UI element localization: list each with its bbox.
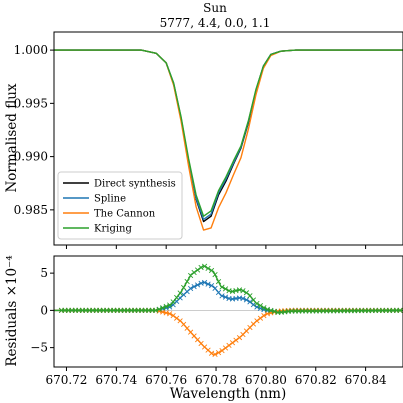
x-tick-label: 670.72	[45, 373, 87, 387]
x-tick-label: 670.78	[195, 373, 237, 387]
residuals-marker-kriging	[170, 299, 176, 305]
legend-label-kriging: Kriging	[94, 224, 132, 235]
residuals-marker-kriging	[184, 278, 190, 285]
residuals-marker-spline	[194, 282, 201, 288]
residuals-marker-spline	[240, 295, 246, 302]
residuals-marker-the-cannon	[226, 342, 232, 349]
x-tick-label: 670.74	[95, 373, 137, 387]
residuals-marker-spline	[222, 294, 229, 300]
residuals-marker-kriging	[160, 305, 166, 311]
legend-label-direct-synthesis: Direct synthesis	[94, 179, 176, 190]
residuals-marker-kriging	[194, 267, 201, 273]
residuals-marker-the-cannon	[257, 315, 264, 321]
residuals-marker-the-cannon	[233, 337, 239, 343]
residuals-marker-kriging	[254, 300, 260, 307]
residuals-marker-kriging	[153, 307, 159, 314]
residuals-marker-kriging	[177, 290, 183, 296]
flux-y-tick-label: 1.000	[14, 43, 48, 57]
flux-series-kriging	[54, 49, 403, 217]
residuals-marker-kriging	[212, 272, 218, 278]
residuals-marker-kriging	[208, 267, 215, 274]
legend-entry-kriging: Kriging	[63, 224, 132, 235]
residuals-marker-spline	[201, 279, 208, 286]
flux-y-tick-label: 0.985	[14, 203, 48, 217]
residuals-marker-the-cannon	[212, 351, 218, 357]
residuals-marker-kriging	[191, 269, 197, 276]
residuals-marker-the-cannon	[222, 345, 229, 351]
residuals-marker-kriging	[205, 265, 211, 271]
residuals-marker-kriging	[198, 264, 204, 271]
legend: Direct synthesis Spline The Cannon Krigi…	[57, 171, 183, 240]
residuals-y-tick-label: −5	[30, 341, 48, 355]
flux-y-axis-label: Normalised flux	[4, 83, 20, 192]
residuals-marker-the-cannon	[167, 311, 173, 317]
x-tick-label: 670.82	[295, 373, 337, 387]
residuals-marker-the-cannon	[170, 312, 176, 319]
flux-y-tick-label: 0.995	[14, 96, 48, 110]
residuals-marker-kriging	[257, 302, 264, 309]
x-tick-label: 670.76	[145, 373, 187, 387]
residuals-marker-kriging	[201, 263, 208, 269]
legend-label-the-cannon: The Cannon	[94, 209, 156, 220]
residuals-marker-kriging	[222, 286, 229, 292]
residuals-marker-kriging	[247, 293, 253, 299]
residuals-marker-spline	[219, 293, 225, 299]
residuals-y-tick-label: 0	[40, 303, 48, 317]
residuals-marker-kriging	[215, 278, 222, 285]
legend-entry-spline: Spline	[63, 194, 126, 205]
flux-axes-frame	[53, 31, 403, 246]
residuals-marker-spline	[205, 281, 211, 287]
residuals-marker-kriging	[240, 288, 246, 294]
residuals-marker-kriging	[156, 306, 162, 312]
residuals-y-axis-label: Residuals ×10⁻⁴	[4, 255, 20, 366]
residuals-marker-kriging	[174, 294, 180, 301]
residuals-marker-spline	[250, 302, 257, 308]
legend-label-spline: Spline	[94, 194, 126, 205]
residuals-marker-the-cannon	[261, 312, 267, 319]
flux-y-tick-label: 0.990	[14, 150, 48, 164]
residuals-marker-spline	[208, 283, 215, 289]
x-tick-label: 670.84	[345, 373, 387, 387]
residuals-marker-spline	[191, 283, 197, 290]
residuals-marker-spline	[187, 285, 194, 292]
residuals-marker-spline	[212, 285, 218, 291]
legend-entry-direct-synthesis: Direct synthesis	[63, 179, 176, 190]
residuals-marker-kriging	[163, 303, 169, 310]
residuals-marker-the-cannon	[215, 349, 222, 356]
residuals-marker-kriging	[397, 307, 403, 314]
residuals-markers-kriging	[58, 263, 403, 316]
residuals-axes-frame	[53, 255, 403, 368]
x-tick-label: 670.80	[245, 373, 287, 387]
legend-entry-the-cannon: The Cannon	[63, 209, 156, 220]
x-axis-label: Wavelength (nm)	[170, 386, 286, 402]
residuals-panel: −5 0 5 670.72 670.74 670.76 670.78 670.80 670.8…	[4, 255, 403, 387]
residuals-marker-the-cannon	[174, 315, 180, 321]
chart-title: Sun	[203, 1, 227, 15]
residuals-marker-the-cannon	[229, 340, 236, 346]
residuals-marker-the-cannon	[254, 318, 260, 324]
chart-subtitle: 5777, 4.4, 0.0, 1.1	[160, 16, 271, 30]
residuals-marker-spline	[247, 299, 253, 305]
legend-box	[57, 171, 183, 240]
residuals-marker-kriging	[261, 305, 267, 311]
flux-panel: 0.985 0.990 0.995 1.000 Normalised flux Dir…	[4, 31, 403, 249]
residuals-marker-kriging	[181, 284, 187, 291]
residuals-marker-kriging	[219, 284, 225, 290]
residuals-marker-the-cannon	[219, 347, 225, 354]
residuals-y-tick-label: 5	[40, 266, 48, 280]
